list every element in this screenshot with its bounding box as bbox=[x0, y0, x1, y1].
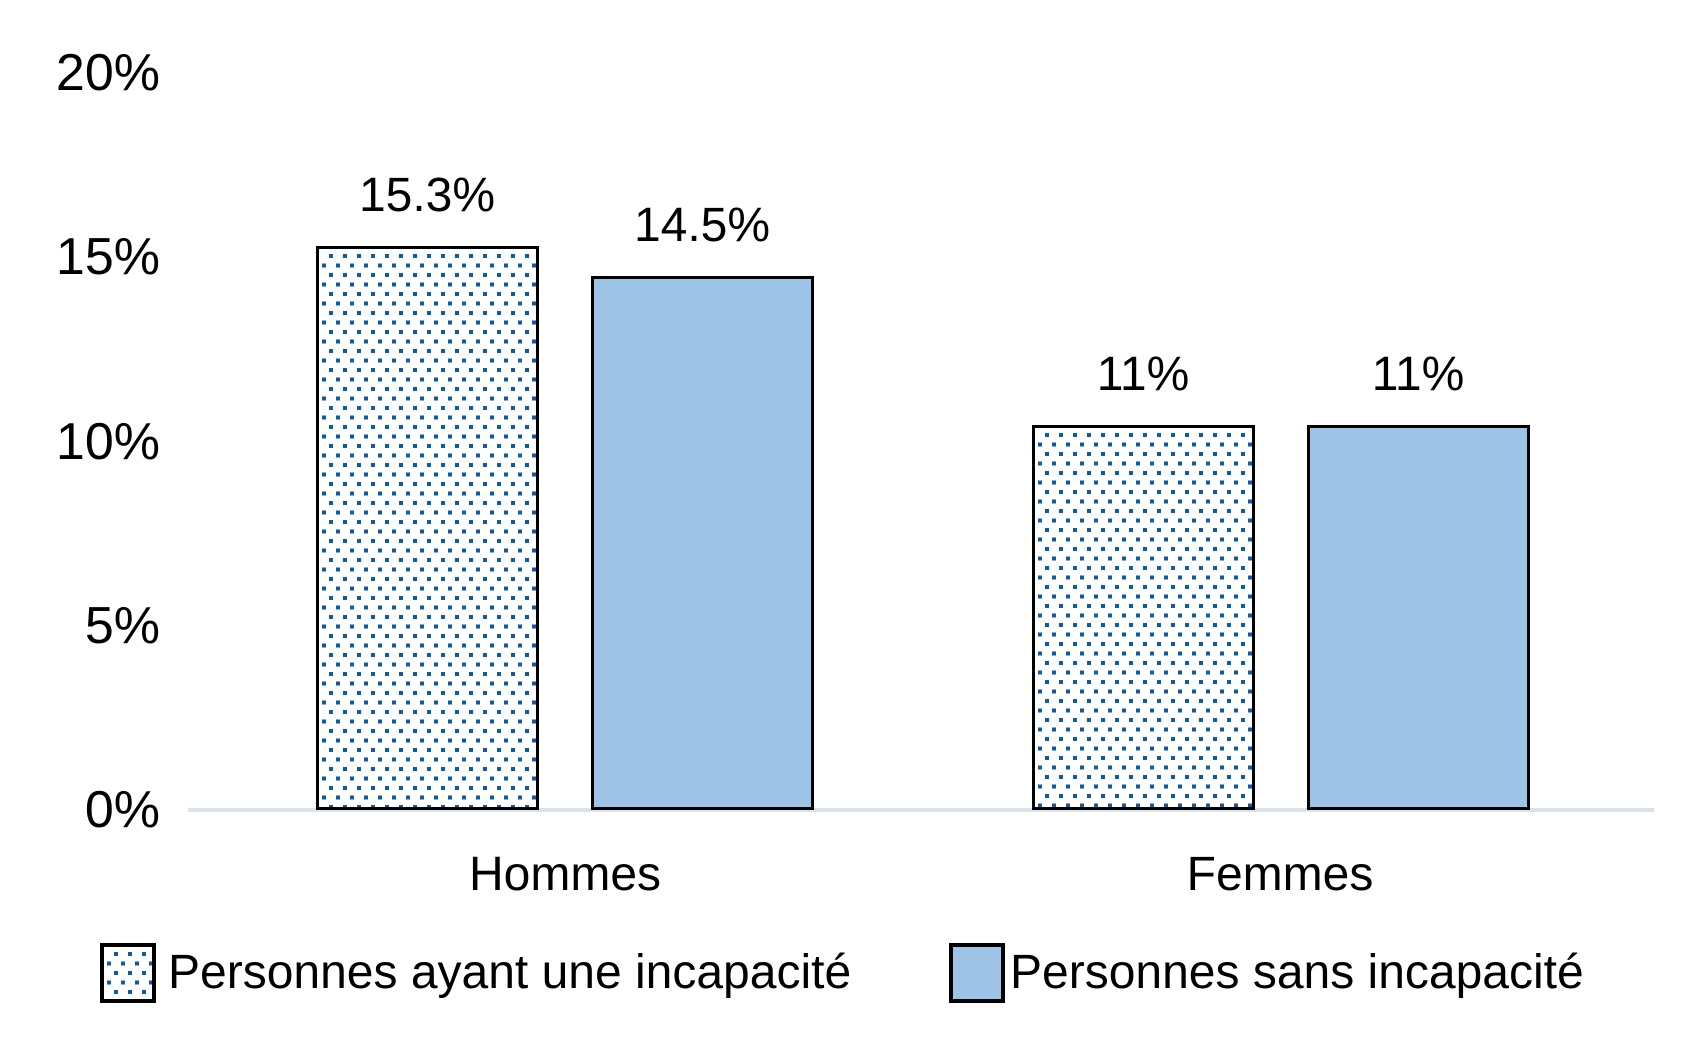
x-axis-label-femmes: Femmes bbox=[1186, 848, 1374, 901]
x-axis-label-hommes: Hommes bbox=[468, 848, 662, 901]
y-tick-5: 5% bbox=[84, 597, 160, 655]
value-label-femmes-sans-incapacite: 11% bbox=[1371, 348, 1465, 401]
legend-swatch-avec-incapacite bbox=[100, 943, 156, 1003]
legend-label-sans-incapacite: Personnes sans incapacité bbox=[1010, 946, 1584, 999]
legend-label-avec-incapacite: Personnes ayant une incapacité bbox=[168, 946, 852, 999]
value-label-hommes-sans-incapacite: 14.5% bbox=[633, 199, 771, 252]
value-label-femmes-avec-incapacite: 11% bbox=[1096, 348, 1190, 401]
x-axis-line bbox=[188, 808, 1654, 812]
legend-swatch-sans-incapacite bbox=[949, 943, 1005, 1003]
bar-femmes-sans-incapacite bbox=[1307, 425, 1530, 810]
y-tick-0: 0% bbox=[84, 781, 160, 839]
bar-hommes-sans-incapacite bbox=[591, 276, 814, 810]
y-tick-10: 10% bbox=[55, 413, 160, 471]
bar-femmes-avec-incapacite bbox=[1032, 425, 1255, 810]
value-label-hommes-avec-incapacite: 15.3% bbox=[358, 169, 496, 222]
y-tick-20: 20% bbox=[55, 44, 160, 102]
bar-hommes-avec-incapacite bbox=[316, 246, 539, 810]
y-tick-15: 15% bbox=[55, 228, 160, 286]
